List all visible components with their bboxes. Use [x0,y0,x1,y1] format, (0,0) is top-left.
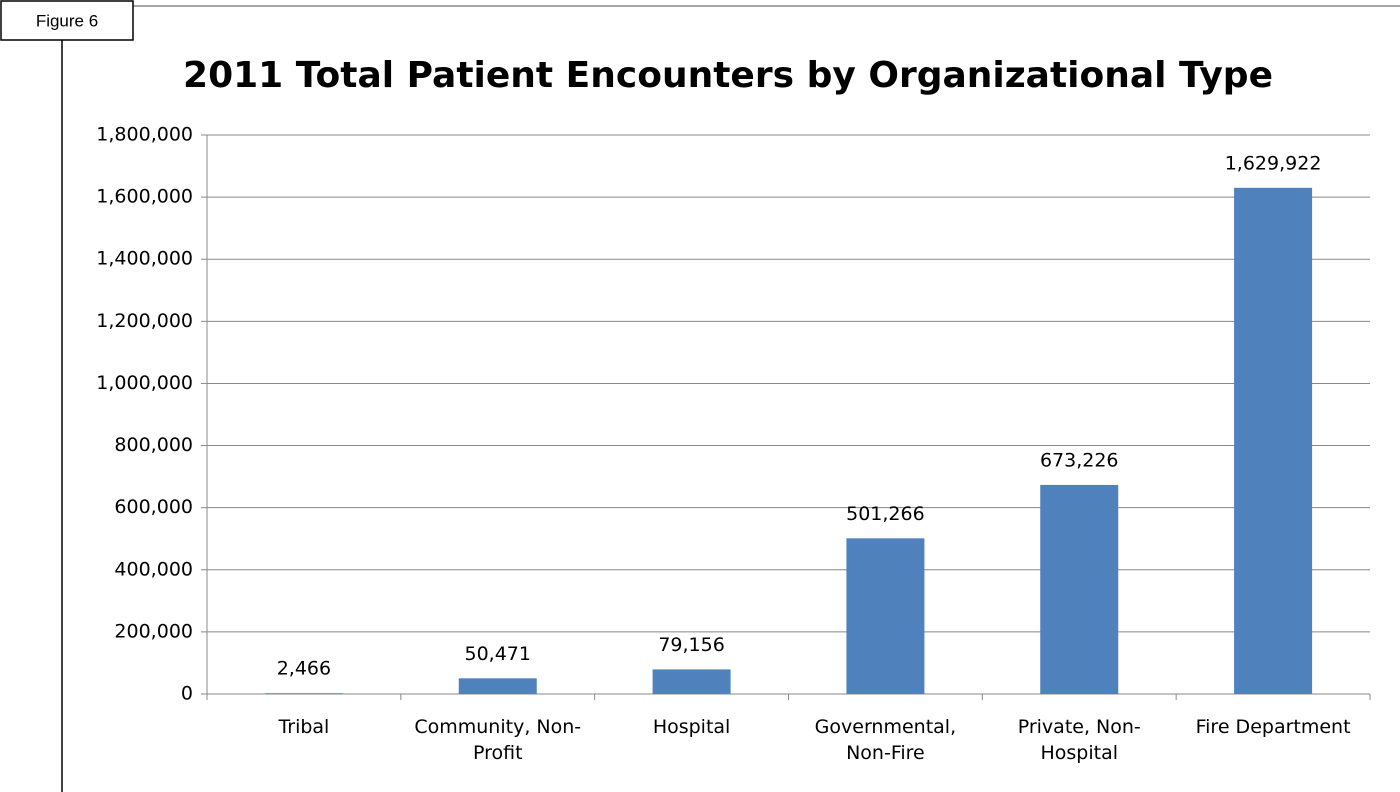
y-tick-label: 600,000 [114,496,193,518]
x-tick-label: Tribal [278,716,330,738]
data-label: 501,266 [846,503,925,525]
x-tick-label: Community, Non-Profit [414,716,582,764]
chart-title: 2011 Total Patient Encounters by Organiz… [183,55,1273,96]
data-label: 50,471 [465,643,531,665]
bar [264,693,343,694]
x-tick-label: Private, Non-Hospital [1017,716,1141,764]
data-label: 1,629,922 [1225,152,1322,174]
bar [1040,484,1119,694]
y-tick-label: 800,000 [114,434,193,456]
bar [846,538,925,694]
bar [652,669,731,694]
data-label: 79,156 [658,634,724,656]
bar [458,678,537,694]
y-tick-label: 1,200,000 [96,310,193,332]
data-label: 673,226 [1040,449,1119,471]
data-label: 2,466 [277,658,331,680]
x-tick-label: Governmental, Non-Fire [814,716,957,764]
y-tick-label: 200,000 [114,620,193,642]
bar [1234,187,1313,694]
figure-label: Figure 6 [36,11,98,30]
x-tick-label: Hospital [652,716,731,738]
y-tick-label: 0 [181,683,193,705]
y-tick-label: 400,000 [114,558,193,580]
y-tick-label: 1,400,000 [96,248,193,270]
y-tick-label: 1,600,000 [96,186,193,208]
y-tick-label: 1,000,000 [96,372,193,394]
x-tick-label: Fire Department [1195,716,1351,738]
figure-box [0,0,134,41]
y-tick-label: 1,800,000 [96,124,193,146]
